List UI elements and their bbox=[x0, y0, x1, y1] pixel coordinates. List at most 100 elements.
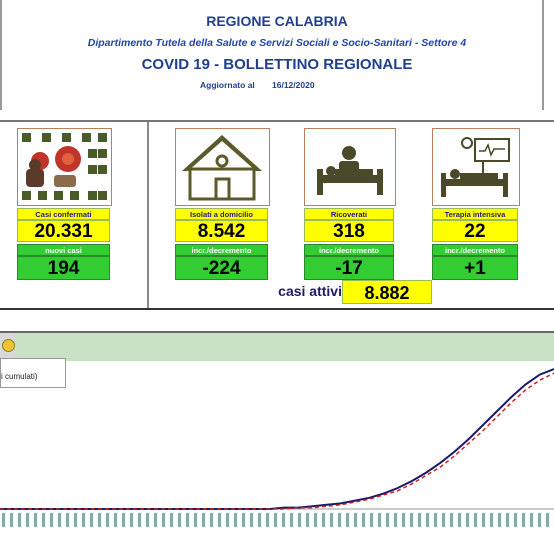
x-tick-label bbox=[506, 513, 509, 527]
x-tick-label bbox=[66, 513, 69, 527]
x-tick-label bbox=[546, 513, 549, 527]
legend-text: i cumulati) bbox=[1, 372, 38, 381]
x-tick-label bbox=[402, 513, 405, 527]
x-tick-label bbox=[298, 513, 301, 527]
x-tick-label bbox=[42, 513, 45, 527]
x-tick-label bbox=[410, 513, 413, 527]
icu-value: 22 bbox=[432, 220, 518, 242]
x-tick-label bbox=[498, 513, 501, 527]
active-cases-value: 8.882 bbox=[342, 280, 432, 304]
right-divider bbox=[542, 0, 544, 110]
updated-label: Aggiornato al bbox=[200, 80, 255, 90]
confirmed-label: Casi confermati bbox=[17, 208, 110, 220]
x-tick-label bbox=[474, 513, 477, 527]
x-tick-label bbox=[210, 513, 213, 527]
home-isolation-delta: -224 bbox=[175, 256, 268, 280]
x-tick-label bbox=[154, 513, 157, 527]
x-tick-label bbox=[74, 513, 77, 527]
x-tick-label bbox=[218, 513, 221, 527]
x-tick-label bbox=[258, 513, 261, 527]
x-tick-label bbox=[242, 513, 245, 527]
hospitalized-label: Ricoverati bbox=[304, 208, 394, 220]
x-tick-label bbox=[26, 513, 29, 527]
x-tick-label bbox=[170, 513, 173, 527]
x-tick-label bbox=[330, 513, 333, 527]
x-tick-label bbox=[2, 513, 5, 527]
bulletin-header: REGIONE CALABRIA Dipartimento Tutela del… bbox=[0, 0, 554, 112]
x-tick-label bbox=[114, 513, 117, 527]
x-tick-label bbox=[122, 513, 125, 527]
x-tick-label bbox=[234, 513, 237, 527]
x-tick-label bbox=[250, 513, 253, 527]
x-tick-label bbox=[378, 513, 381, 527]
x-tick-label bbox=[346, 513, 349, 527]
chart-header-band bbox=[0, 333, 554, 361]
window-control[interactable] bbox=[0, 333, 15, 359]
x-tick-label bbox=[226, 513, 229, 527]
x-tick-label bbox=[434, 513, 437, 527]
panel-divider bbox=[147, 122, 149, 308]
x-tick-label bbox=[530, 513, 533, 527]
x-tick-label bbox=[418, 513, 421, 527]
x-tick-label bbox=[458, 513, 461, 527]
icu-label: Terapia intensiva bbox=[432, 208, 518, 220]
x-tick-label bbox=[162, 513, 165, 527]
x-tick-label bbox=[186, 513, 189, 527]
x-tick-label bbox=[290, 513, 293, 527]
x-tick-label bbox=[34, 513, 37, 527]
x-tick-label bbox=[146, 513, 149, 527]
x-tick-label bbox=[354, 513, 357, 527]
x-tick-label bbox=[362, 513, 365, 527]
x-tick-label bbox=[394, 513, 397, 527]
hospital-bed-icon bbox=[304, 128, 396, 206]
icu-delta: +1 bbox=[432, 256, 518, 280]
x-tick-label bbox=[274, 513, 277, 527]
new-cases-value: 194 bbox=[17, 256, 110, 280]
x-tick-label bbox=[322, 513, 325, 527]
icu-delta-label: incr./decremento bbox=[432, 244, 518, 256]
x-tick-label bbox=[490, 513, 493, 527]
virus-people-icon bbox=[17, 128, 112, 206]
chart-plot bbox=[0, 368, 554, 527]
x-tick-label bbox=[58, 513, 61, 527]
x-tick-label bbox=[266, 513, 269, 527]
coin-icon bbox=[2, 339, 15, 352]
region-title: REGIONE CALABRIA bbox=[206, 13, 348, 29]
x-tick-label bbox=[426, 513, 429, 527]
x-tick-label bbox=[50, 513, 53, 527]
home-isolation-label: Isolati a domicilio bbox=[175, 208, 268, 220]
x-tick-label bbox=[306, 513, 309, 527]
hospitalized-value: 318 bbox=[304, 220, 394, 242]
department-subtitle: Dipartimento Tutela della Salute e Servi… bbox=[87, 37, 467, 49]
x-tick-label bbox=[82, 513, 85, 527]
series-line-1 bbox=[0, 372, 554, 510]
home-isolation-delta-label: incr./decremento bbox=[175, 244, 268, 256]
new-cases-label: nuovi casi bbox=[17, 244, 110, 256]
x-tick-label bbox=[98, 513, 101, 527]
left-divider bbox=[0, 0, 2, 110]
x-tick-label bbox=[370, 513, 373, 527]
x-tick-label bbox=[90, 513, 93, 527]
icu-bed-icon bbox=[432, 128, 520, 206]
x-tick-label bbox=[450, 513, 453, 527]
x-tick-label bbox=[466, 513, 469, 527]
x-tick-label bbox=[314, 513, 317, 527]
x-tick-label bbox=[202, 513, 205, 527]
x-tick-label bbox=[178, 513, 181, 527]
x-tick-label bbox=[538, 513, 541, 527]
x-tick-label bbox=[194, 513, 197, 527]
bulletin-title: COVID 19 - BOLLETTINO REGIONALE bbox=[141, 56, 413, 73]
x-tick-label bbox=[522, 513, 525, 527]
x-tick-label bbox=[386, 513, 389, 527]
x-tick-label bbox=[18, 513, 21, 527]
x-tick-label bbox=[338, 513, 341, 527]
x-tick-label bbox=[514, 513, 517, 527]
x-tick-label bbox=[482, 513, 485, 527]
x-tick-label bbox=[442, 513, 445, 527]
confirmed-value: 20.331 bbox=[17, 220, 110, 242]
house-icon bbox=[175, 128, 270, 206]
x-tick-label bbox=[106, 513, 109, 527]
x-tick-label bbox=[130, 513, 133, 527]
home-isolation-value: 8.542 bbox=[175, 220, 268, 242]
hospitalized-delta: -17 bbox=[304, 256, 394, 280]
